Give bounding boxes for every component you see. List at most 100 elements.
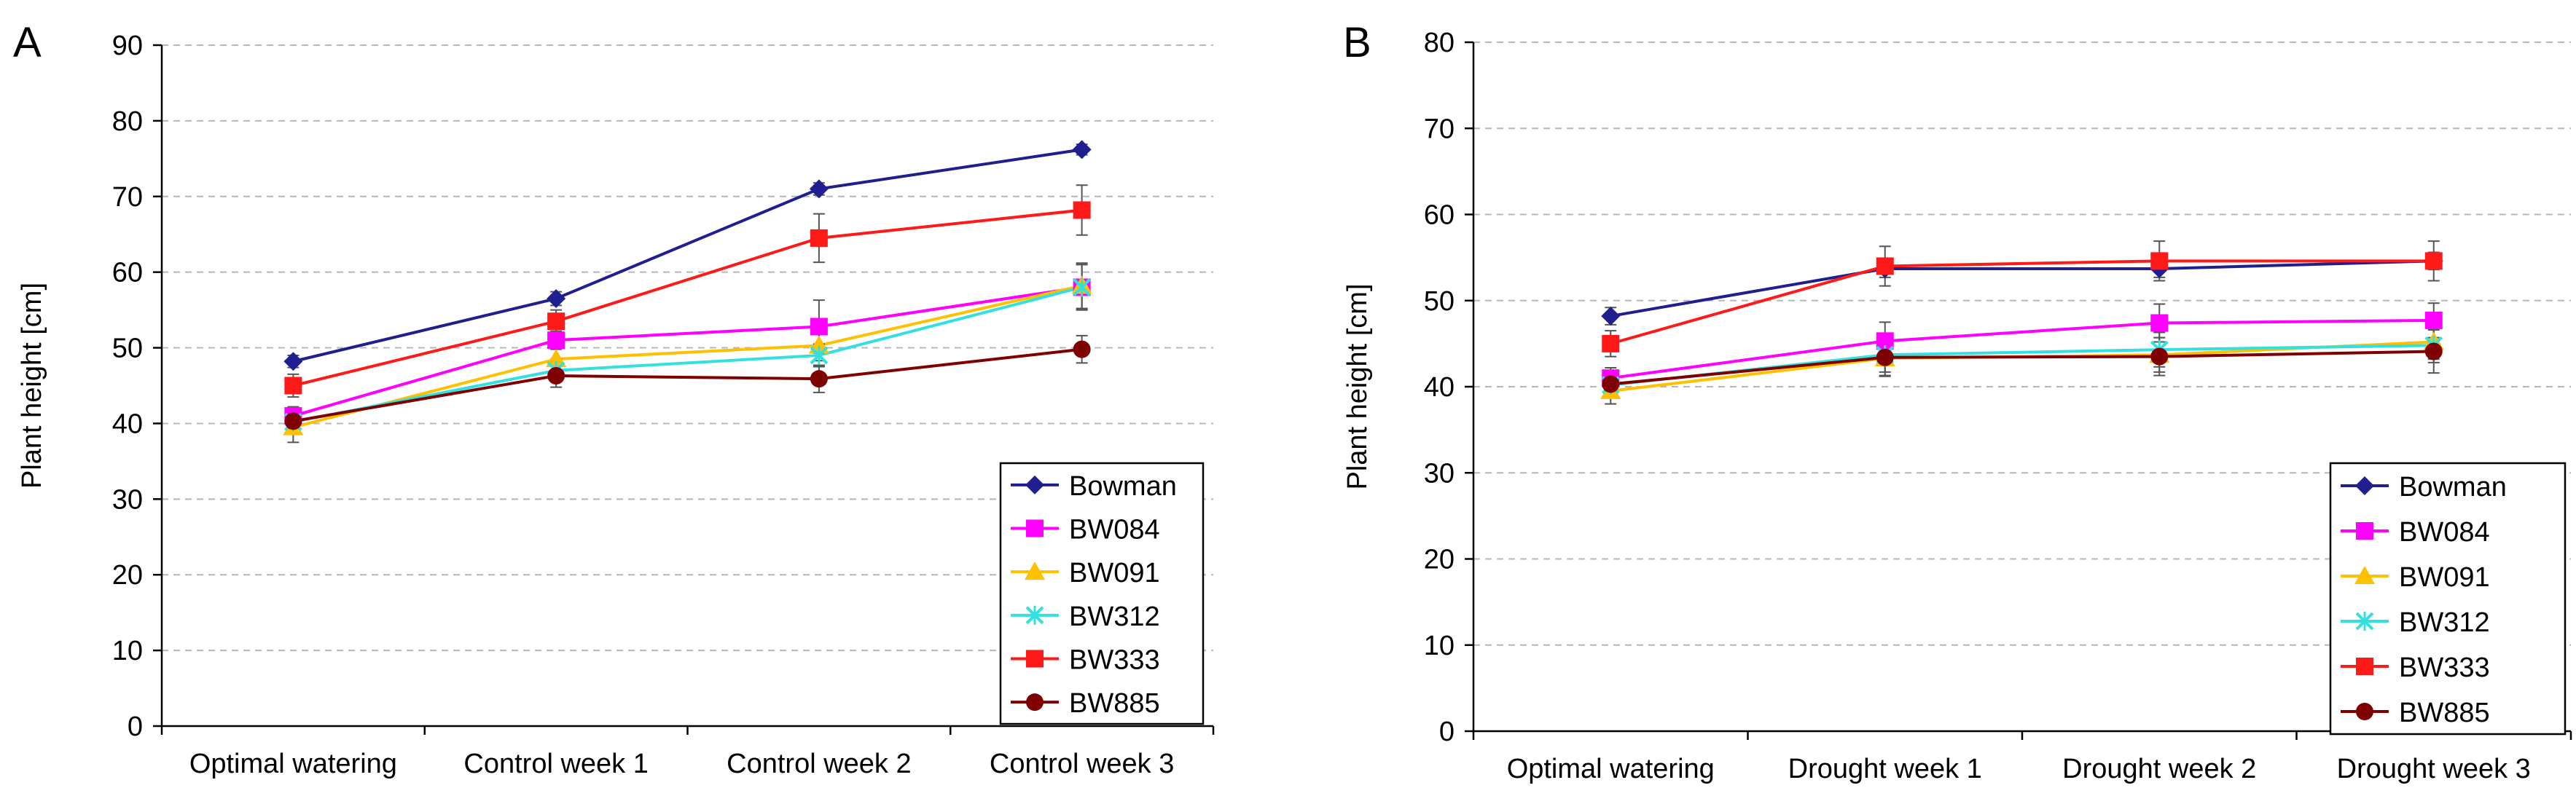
y-tick-label: 0 bbox=[1439, 717, 1455, 747]
data-point-bw333 bbox=[1876, 257, 1894, 275]
data-point-bw333 bbox=[2150, 252, 2169, 270]
y-tick-label: 70 bbox=[1424, 114, 1455, 144]
y-tick-label: 20 bbox=[112, 560, 143, 591]
data-point-bw312 bbox=[1073, 277, 1092, 297]
chart-panel-a: A 0 10 20 30 40 50 60 70 80 90 Optimal watering Cont… bbox=[13, 19, 1215, 779]
y-tick-label: 20 bbox=[1424, 545, 1455, 575]
y-tick-label: 50 bbox=[112, 334, 143, 364]
legend-label: BW084 bbox=[1069, 515, 1160, 545]
panel-label-a: A bbox=[13, 19, 42, 66]
data-point-bw333 bbox=[284, 377, 302, 395]
data-point-bw885 bbox=[547, 366, 565, 385]
legend-marker bbox=[1025, 475, 1044, 494]
x-tick-label: Optimal watering bbox=[1507, 754, 1715, 784]
series-line-bw091 bbox=[292, 284, 1083, 429]
x-tick-label: Control week 2 bbox=[727, 749, 911, 779]
data-point-bw885 bbox=[810, 370, 828, 388]
data-point-bowman bbox=[1072, 140, 1092, 159]
data-point-bowman bbox=[809, 179, 829, 199]
data-point-bw885 bbox=[1876, 348, 1894, 366]
legend-marker bbox=[2354, 566, 2375, 584]
y-tick-label: 40 bbox=[112, 409, 143, 439]
y-axis-label: Plant height [cm] bbox=[17, 283, 47, 489]
legend-box bbox=[2329, 462, 2567, 736]
data-point-bw091 bbox=[546, 349, 567, 368]
y-tick-label: 30 bbox=[112, 484, 143, 515]
data-point-bowman bbox=[547, 289, 566, 309]
data-point-bw312 bbox=[810, 345, 829, 365]
legend-marker bbox=[2356, 703, 2373, 720]
series-line-bw091 bbox=[1610, 340, 2434, 393]
data-point-bw333 bbox=[547, 312, 565, 331]
x-tick-label: Drought week 2 bbox=[2062, 754, 2256, 784]
legend-marker bbox=[1025, 605, 1044, 625]
legend-label: BW885 bbox=[2399, 698, 2490, 728]
y-tick-label: 30 bbox=[1424, 458, 1455, 489]
legend-label: Bowman bbox=[2399, 472, 2507, 502]
legend-label: BW885 bbox=[1069, 688, 1160, 719]
y-tick-label: 40 bbox=[1424, 372, 1455, 403]
series-line-bowman bbox=[292, 148, 1082, 363]
legend-marker bbox=[1026, 650, 1044, 668]
legend-label: Bowman bbox=[1069, 471, 1177, 502]
x-tick-label: Control week 3 bbox=[990, 749, 1174, 779]
data-point-bw333 bbox=[2424, 252, 2443, 270]
data-point-bw084 bbox=[2150, 314, 2169, 332]
data-point-bw084 bbox=[810, 318, 828, 336]
y-tick-label: 50 bbox=[1424, 286, 1455, 317]
x-tick-label: Drought week 1 bbox=[1788, 754, 1982, 784]
panel-label-b: B bbox=[1343, 19, 1371, 66]
legend-box bbox=[999, 462, 1205, 725]
data-point-bw333 bbox=[810, 229, 828, 247]
series-line-bw885 bbox=[293, 347, 1082, 423]
legend-label: BW312 bbox=[2399, 607, 2490, 638]
series-line-bw333 bbox=[292, 208, 1082, 387]
legend: Bowman BW084 BW091 BW312 BW333 BW885 bbox=[2329, 462, 2567, 736]
series-line-bw333 bbox=[1610, 259, 2434, 345]
data-point-bw084 bbox=[2424, 311, 2443, 329]
legend-label: BW084 bbox=[2399, 517, 2490, 548]
series-line-bw084 bbox=[1610, 318, 2434, 380]
data-point-bowman bbox=[1601, 307, 1621, 326]
data-point-bw333 bbox=[1602, 334, 1620, 352]
x-tick-label: Optimal watering bbox=[189, 749, 397, 779]
series-line-bw885 bbox=[1610, 350, 2434, 386]
y-tick-label: 0 bbox=[128, 712, 143, 742]
legend-label: BW091 bbox=[2399, 562, 2490, 593]
legend-label: BW333 bbox=[1069, 645, 1160, 676]
legend-label: BW312 bbox=[1069, 602, 1160, 632]
legend-marker bbox=[1026, 519, 1044, 537]
data-point-bw333 bbox=[1073, 201, 1091, 219]
legend-marker bbox=[2356, 522, 2373, 540]
data-point-bowman bbox=[283, 352, 303, 371]
data-point-bw084 bbox=[547, 331, 565, 350]
y-tick-label: 60 bbox=[112, 258, 143, 288]
y-tick-label: 90 bbox=[112, 31, 143, 61]
series-line-bw084 bbox=[292, 285, 1082, 417]
legend-marker bbox=[1026, 693, 1044, 712]
legend-marker bbox=[1025, 561, 1045, 580]
data-point-bw885 bbox=[1602, 375, 1620, 393]
legend-marker bbox=[2356, 658, 2373, 675]
legend-label: BW091 bbox=[1069, 558, 1160, 588]
y-tick-label: 70 bbox=[112, 182, 143, 213]
legend-label: BW333 bbox=[2399, 653, 2490, 683]
y-tick-label: 10 bbox=[1424, 631, 1455, 661]
y-tick-label: 80 bbox=[1424, 28, 1455, 58]
x-tick-label: Drought week 3 bbox=[2337, 754, 2531, 784]
x-tick-label: Control week 1 bbox=[463, 749, 648, 779]
data-point-bw885 bbox=[2150, 347, 2169, 366]
series-line-bowman bbox=[1610, 259, 2434, 318]
legend-marker bbox=[2355, 612, 2374, 631]
data-point-bw885 bbox=[2424, 342, 2443, 360]
data-point-bw885 bbox=[284, 412, 302, 430]
series-line-bw312 bbox=[292, 285, 1083, 424]
legend-marker bbox=[2355, 476, 2374, 495]
y-tick-label: 10 bbox=[112, 636, 143, 666]
data-point-bw885 bbox=[1073, 340, 1091, 358]
y-tick-label: 60 bbox=[1424, 200, 1455, 231]
series-line-bw312 bbox=[1610, 344, 2434, 387]
legend: Bowman BW084 BW091 BW312 BW333 BW885 bbox=[999, 462, 1205, 725]
y-tick-label: 80 bbox=[112, 106, 143, 137]
chart-panel-b: B 0 10 20 30 40 50 60 70 80 Optimal watering Drough… bbox=[1342, 19, 2572, 784]
